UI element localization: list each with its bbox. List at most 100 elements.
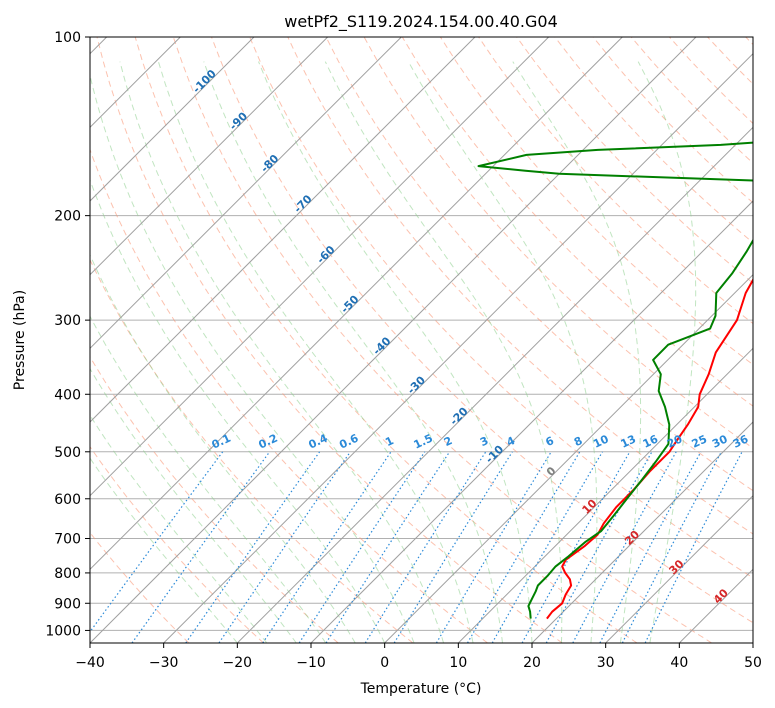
moist-adiabat [637, 61, 697, 643]
mixing-ratio-label: 6 [544, 434, 557, 449]
temperature-profile-line [546, 277, 753, 620]
y-tick-label: 1000 [45, 623, 81, 639]
moist-adiabat [157, 61, 474, 643]
mixing-ratio-label: 0.4 [307, 431, 330, 451]
dry-adiabat [96, 37, 563, 643]
isotherm-line [384, 273, 753, 643]
dry-adiabat [287, 37, 753, 535]
mixing-ratio-line [262, 451, 392, 643]
y-tick-label: 900 [54, 596, 81, 612]
mixing-ratio-label: 20 [665, 432, 685, 450]
moist-adiabat [324, 61, 563, 643]
moist-adiabat [90, 315, 327, 643]
isotherm-label: -30 [405, 373, 428, 396]
moist-adiabat [119, 61, 445, 643]
mixing-ratio-label: 25 [690, 433, 709, 451]
dry-adiabat [669, 37, 753, 125]
mixing-ratio-line [364, 451, 487, 643]
mixing-ratio-line [521, 451, 631, 643]
dry-adiabat [134, 37, 638, 643]
dry-adiabat [745, 37, 753, 46]
x-tick-label: −20 [223, 655, 253, 671]
isotherm-line [236, 126, 753, 643]
plot-frame [89, 36, 754, 644]
mixing-ratio-line [644, 451, 743, 643]
mixing-ratio-label: 30 [710, 432, 730, 450]
mixing-ratio-label: 16 [641, 432, 661, 450]
dry-adiabat [592, 37, 753, 204]
dewpoint-profile-line [477, 141, 753, 619]
moist-adiabat [512, 61, 642, 643]
isotherm-label: -60 [314, 243, 337, 266]
mixing-ratio-label: 0.1 [210, 432, 233, 452]
mixing-ratio-label: 3 [478, 434, 490, 449]
isotherm-label: -40 [370, 334, 393, 357]
isotherm-line [310, 200, 753, 643]
mixing-ratio-label: 0.6 [337, 431, 360, 451]
isotherm-line [163, 52, 753, 643]
moist-adiabat [90, 457, 238, 643]
isotherm-line [90, 37, 255, 202]
mixing-ratio-label: 36 [731, 432, 751, 450]
moist-adiabat [90, 414, 268, 643]
moist-adiabat [90, 367, 297, 643]
dry-adiabat [707, 37, 753, 85]
axes: −40 −30 −20 −10 0 10 20 30 40 5010020030040050060… [45, 30, 762, 671]
isotherm-line [90, 37, 476, 423]
y-tick-label: 800 [54, 566, 81, 582]
mixing-ratio-line [466, 451, 581, 643]
mixing-ratio-label: 1 [383, 434, 395, 449]
isotherm-label: -80 [258, 152, 281, 175]
y-axis-title: Pressure (hPa) [12, 290, 28, 390]
dry-adiabat [325, 37, 753, 492]
moist-adiabat [258, 61, 533, 643]
mixing-ratio-label: 2 [442, 434, 454, 449]
dry-adiabat [90, 531, 190, 643]
warm-isotherm-label: 30 [666, 557, 686, 577]
mixing-ratio-line [298, 451, 426, 643]
dry-adiabat [172, 37, 712, 643]
isotherm-line [90, 37, 697, 643]
mixing-ratio-label: 8 [572, 434, 584, 449]
dry-adiabat [478, 37, 753, 325]
y-tick-label: 400 [54, 387, 81, 403]
y-tick-label: 500 [54, 445, 81, 461]
y-tick-label: 600 [54, 492, 81, 508]
x-tick-label: −10 [296, 655, 326, 671]
dry-adiabat [211, 37, 753, 624]
isotherm-line [457, 347, 753, 643]
x-tick-label: 10 [449, 655, 467, 671]
mixing-ratio-line [131, 451, 271, 643]
dry-adiabat [90, 355, 339, 643]
isotherm-line [752, 642, 753, 643]
dry-adiabat [90, 258, 414, 643]
isotherm-line [90, 37, 623, 571]
moist-adiabat [90, 73, 415, 643]
isotherm-line [531, 421, 753, 643]
mixing-ratio-label: 0.2 [257, 432, 280, 452]
x-tick-label: 50 [744, 655, 762, 671]
mixing-ratio-line [325, 451, 451, 643]
x-axis-title: Temperature (°C) [360, 681, 482, 697]
x-tick-label: −30 [149, 655, 179, 671]
isotherm-label: -20 [447, 404, 470, 427]
y-tick-label: 700 [54, 532, 81, 548]
isotherm-label: -100 [190, 67, 219, 96]
dry-adiabat [90, 148, 488, 643]
x-tick-label: −40 [75, 655, 105, 671]
isotherm-label: -90 [227, 109, 250, 132]
warm-isotherm-label: 20 [622, 528, 642, 548]
mixing-ratio-line [90, 451, 224, 633]
moist-adiabat [90, 178, 386, 643]
x-tick-label: 20 [523, 655, 541, 671]
moist-adiabat [407, 61, 598, 643]
dry-adiabat [249, 37, 753, 579]
mixing-ratio-line [218, 451, 351, 643]
reference-lines [90, 37, 753, 643]
isotherm-label: -70 [291, 192, 314, 215]
mixing-ratio-line [435, 451, 552, 643]
x-tick-label: 0 [380, 655, 389, 671]
data-series [477, 141, 753, 620]
isotherm-line [90, 37, 550, 497]
